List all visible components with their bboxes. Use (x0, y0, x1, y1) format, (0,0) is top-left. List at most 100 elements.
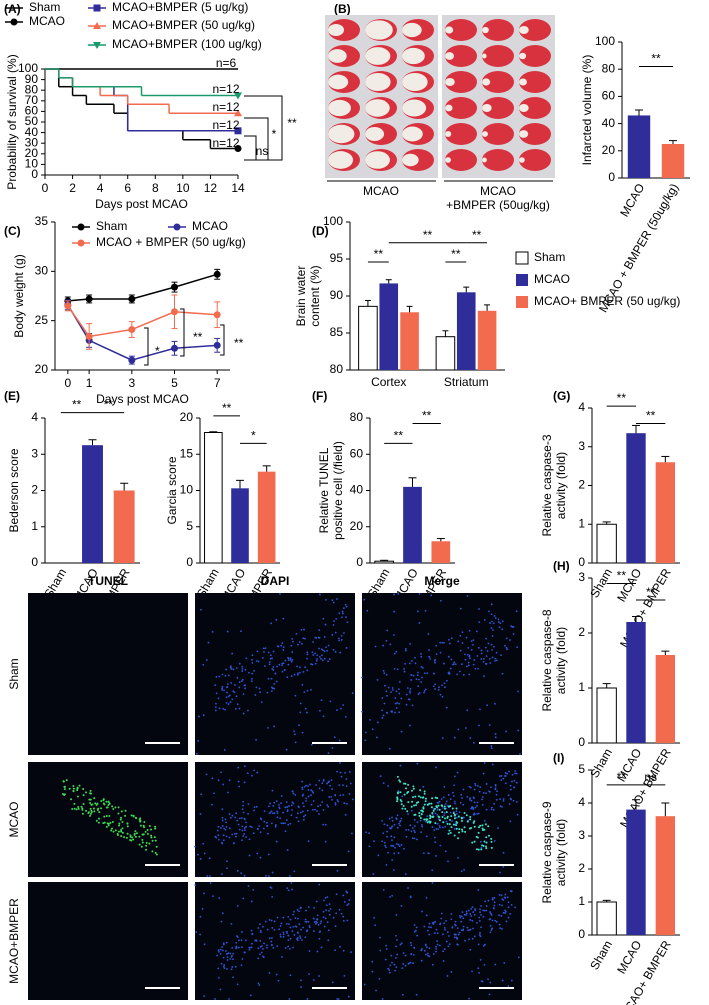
y-axis-label: content (%) (308, 265, 322, 326)
nucleus (509, 639, 511, 641)
nucleus (454, 663, 457, 665)
nucleus (383, 823, 386, 826)
nucleus (219, 948, 222, 951)
nucleus (402, 963, 405, 965)
nucleus (284, 806, 287, 809)
tunel-positive (432, 809, 435, 812)
nucleus (197, 739, 200, 742)
nucleus (471, 970, 473, 973)
nucleus (436, 813, 439, 816)
row-label: MCAO+BMPER (7, 898, 21, 984)
nucleus (421, 666, 424, 669)
nucleus (498, 914, 500, 917)
nucleus (268, 919, 271, 921)
nucleus (459, 634, 462, 637)
nucleus (448, 642, 451, 645)
nucleus (294, 741, 297, 744)
tunel-positive (97, 821, 100, 824)
nucleus (235, 947, 237, 950)
y-tick-label: 3 (31, 446, 38, 460)
tunel-positive (94, 802, 97, 805)
nucleus (431, 882, 434, 884)
nucleus (464, 658, 467, 661)
nucleus (431, 869, 434, 872)
nucleus (194, 884, 197, 887)
nucleus (287, 889, 290, 892)
tunel-positive (139, 820, 142, 823)
nucleus (452, 795, 455, 797)
tunel-positive (424, 797, 427, 800)
nucleus (304, 666, 306, 669)
nucleus (439, 826, 441, 829)
nucleus (447, 935, 450, 937)
nucleus (278, 806, 281, 809)
image-group-label: +BMPER (50ug/kg) (446, 198, 550, 212)
tunel-positive (400, 803, 403, 806)
nucleus (440, 798, 443, 800)
nucleus (289, 974, 292, 977)
nucleus (226, 968, 228, 970)
nucleus (322, 910, 325, 913)
tunel-positive (437, 804, 440, 807)
nucleus (217, 697, 220, 700)
y-tick-label: 100 (18, 61, 38, 75)
nucleus (304, 918, 307, 921)
nucleus (332, 916, 335, 919)
nucleus (437, 828, 439, 831)
nucleus (216, 829, 219, 832)
nucleus (250, 929, 253, 932)
tunel-positive (151, 839, 154, 842)
nucleus (393, 823, 396, 826)
nucleus (426, 672, 429, 675)
nucleus (248, 838, 251, 841)
nucleus (300, 986, 302, 988)
tunel-positive (102, 799, 105, 802)
nucleus (385, 846, 387, 849)
y-tick-label: 3 (578, 439, 585, 453)
nucleus (457, 856, 460, 859)
nucleus (470, 648, 473, 651)
nucleus (471, 906, 474, 908)
tunel-positive (403, 793, 406, 796)
nucleus (469, 797, 472, 800)
row-label: Sham (7, 658, 21, 689)
nucleus (434, 688, 436, 690)
nucleus (248, 854, 251, 857)
nucleus (226, 630, 229, 633)
nucleus (328, 903, 331, 906)
nucleus (442, 933, 444, 936)
nucleus (477, 889, 480, 891)
tunel-positive (89, 807, 92, 810)
bar (655, 816, 676, 935)
nucleus (211, 777, 214, 780)
y-tick-label: 0 (31, 555, 38, 569)
nucleus (341, 616, 343, 619)
nucleus (331, 788, 333, 790)
nucleus (255, 660, 258, 662)
nucleus (292, 792, 295, 795)
nucleus (329, 908, 332, 910)
nucleus (270, 677, 273, 680)
nucleus (416, 934, 419, 937)
tunel-positive (155, 853, 158, 856)
x-tick-label: 3 (128, 376, 135, 390)
tunel-positive (155, 845, 158, 848)
nucleus (344, 813, 347, 816)
legend-label: MCAO (534, 272, 570, 286)
nucleus (294, 694, 297, 697)
nucleus (395, 707, 398, 709)
nucleus (286, 887, 289, 890)
nucleus (434, 920, 437, 923)
nucleus (423, 949, 426, 952)
brain-slice (445, 71, 477, 93)
nucleus (435, 950, 437, 953)
nucleus (279, 925, 282, 927)
nucleus (278, 928, 281, 931)
nucleus (306, 669, 309, 672)
tunel-positive (90, 803, 93, 806)
tunel-positive (100, 800, 103, 803)
nucleus (403, 670, 406, 673)
nucleus (466, 665, 468, 668)
y-tick-label: 90 (330, 288, 344, 302)
nucleus (441, 695, 444, 698)
